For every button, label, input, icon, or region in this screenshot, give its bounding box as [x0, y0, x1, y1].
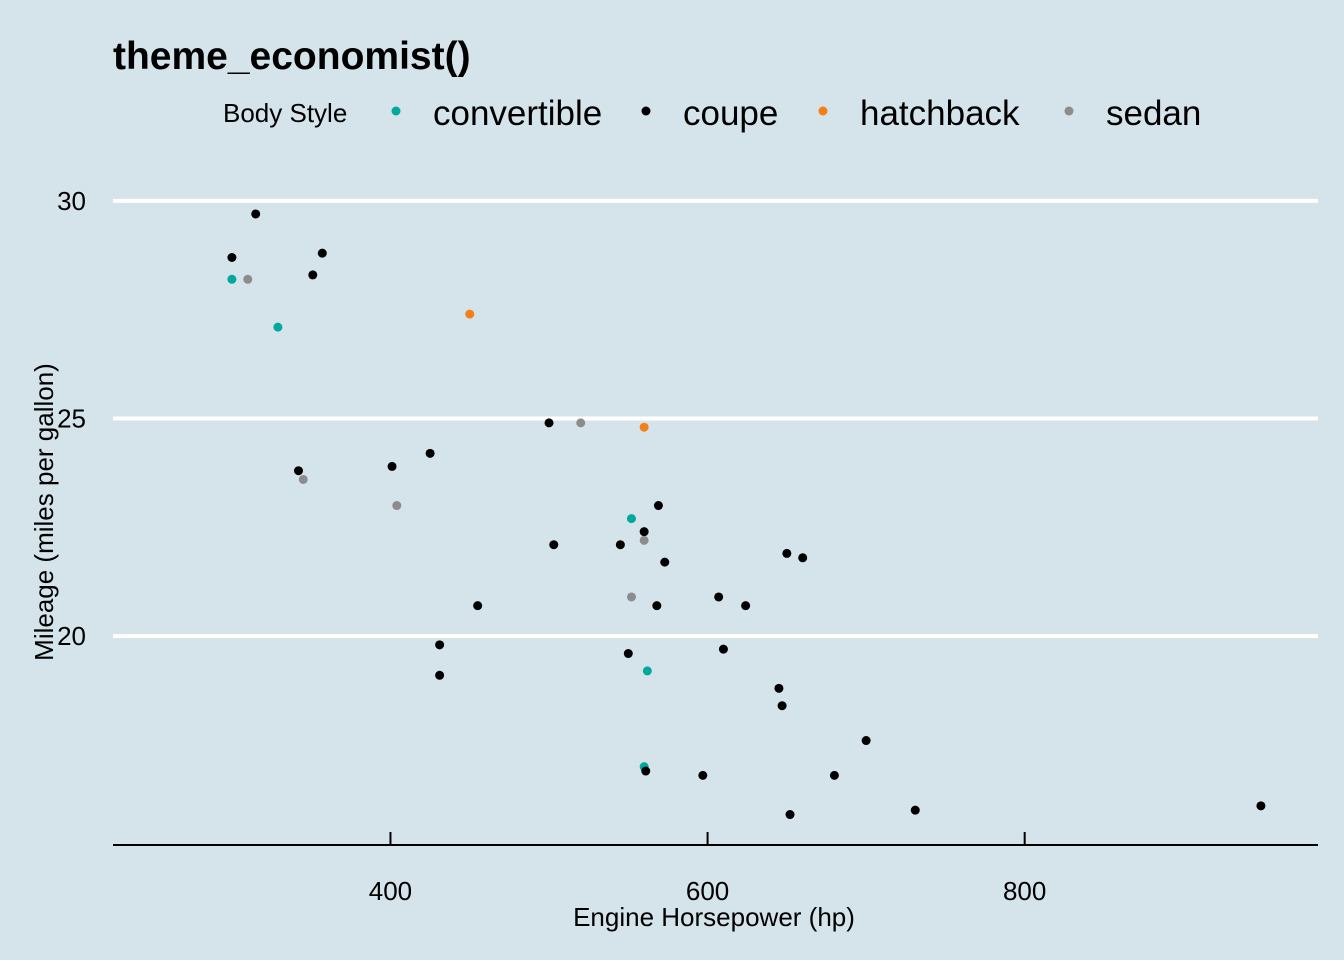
y-axis-ticks: 20 25 30: [57, 186, 86, 651]
point-coupe: [251, 209, 261, 219]
point-sedan: [298, 474, 308, 484]
y-axis-label: Mileage (miles per gallon): [29, 363, 59, 661]
point-coupe: [785, 810, 795, 820]
point-coupe: [435, 640, 445, 650]
point-coupe: [1256, 801, 1266, 811]
x-axis-label: Engine Horsepower (hp): [573, 902, 855, 932]
point-coupe: [829, 770, 839, 780]
point-coupe: [227, 253, 237, 262]
x-tick-label: 600: [686, 876, 729, 906]
legend-label-convertible: convertible: [433, 94, 602, 133]
legend-title: Body Style: [223, 98, 347, 128]
point-sedan: [639, 535, 649, 545]
point-coupe: [777, 701, 787, 711]
point-coupe: [639, 527, 649, 537]
legend-key-sedan: [1064, 106, 1074, 116]
point-coupe: [473, 601, 483, 611]
point-coupe: [623, 649, 633, 659]
chart-title: theme_economist(): [113, 35, 471, 78]
point-hatchback: [639, 422, 649, 432]
point-coupe: [435, 670, 445, 680]
point-sedan: [576, 418, 586, 428]
point-coupe: [741, 601, 751, 611]
point-sedan: [243, 274, 253, 284]
gridlines: [113, 198, 1318, 639]
y-tick-label: 20: [57, 621, 86, 651]
legend: Body Style convertible coupe hatchback seda…: [223, 94, 1201, 133]
point-convertible: [273, 322, 283, 332]
point-coupe: [774, 683, 784, 693]
point-coupe: [714, 592, 724, 602]
point-coupe: [660, 557, 670, 567]
legend-label-coupe: coupe: [683, 94, 778, 133]
point-coupe: [294, 466, 304, 476]
point-coupe: [641, 766, 651, 776]
point-coupe: [653, 501, 663, 511]
point-coupe: [798, 553, 808, 563]
y-tick-label: 25: [57, 404, 86, 434]
point-convertible: [626, 514, 636, 524]
point-coupe: [549, 540, 559, 550]
point-convertible: [642, 666, 652, 676]
legend-items: convertible coupe hatchback sedan: [391, 94, 1201, 133]
legend-key-hatchback: [818, 106, 828, 116]
data-points: [227, 209, 1266, 820]
x-tick-label: 800: [1003, 876, 1046, 906]
point-hatchback: [465, 309, 475, 319]
legend-label-hatchback: hatchback: [860, 94, 1020, 133]
point-coupe: [652, 601, 662, 611]
point-coupe: [718, 644, 728, 654]
point-coupe: [425, 448, 435, 458]
x-axis-ticks: 400 600 800: [369, 832, 1046, 906]
x-tick-label: 400: [369, 876, 412, 906]
point-sedan: [392, 501, 402, 511]
legend-key-coupe: [641, 106, 651, 116]
legend-label-sedan: sedan: [1106, 94, 1201, 133]
point-coupe: [615, 540, 625, 550]
point-coupe: [910, 805, 920, 815]
point-coupe: [317, 248, 327, 258]
point-sedan: [626, 592, 636, 602]
point-coupe: [387, 461, 397, 471]
point-coupe: [782, 548, 792, 558]
y-tick-label: 30: [57, 186, 86, 216]
point-coupe: [544, 418, 554, 428]
point-coupe: [698, 770, 708, 780]
point-coupe: [308, 270, 318, 280]
legend-key-convertible: [391, 106, 401, 116]
point-coupe: [861, 736, 871, 746]
point-convertible: [227, 274, 237, 284]
